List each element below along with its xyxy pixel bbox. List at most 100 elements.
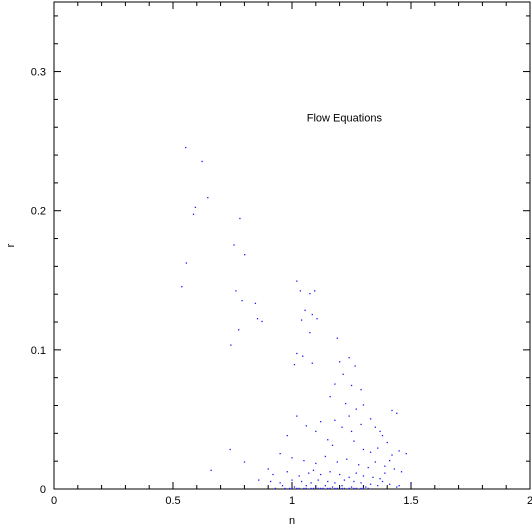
scatter-point <box>244 254 246 256</box>
scatter-point <box>272 473 274 476</box>
scatter-point <box>312 469 315 472</box>
scatter-point <box>310 482 312 484</box>
scatter-point <box>342 373 344 376</box>
scatter-point <box>354 365 356 367</box>
scatter-point <box>194 206 197 209</box>
x-tick-label: 1 <box>289 495 295 507</box>
scatter-point <box>185 262 188 264</box>
scatter-point <box>334 487 336 490</box>
scatter-point <box>372 476 374 478</box>
scatter-point <box>353 487 355 490</box>
scatter-point <box>284 487 286 490</box>
scatter-point <box>298 487 300 490</box>
scatter-point <box>303 487 305 490</box>
scatter-point <box>238 329 240 331</box>
x-tick-label: 2 <box>527 495 532 507</box>
scatter-point <box>384 472 386 474</box>
scatter-point <box>314 290 316 292</box>
scatter-point <box>358 464 360 466</box>
scatter-point <box>379 430 381 433</box>
scatter-point <box>304 309 306 311</box>
scatter-point <box>374 461 376 463</box>
y-tick-label: 0.1 <box>31 345 46 357</box>
scatter-point <box>400 471 403 473</box>
scatter-point <box>369 418 372 420</box>
scatter-point <box>256 318 259 320</box>
scatter-point <box>302 355 304 357</box>
scatter-point <box>388 459 391 462</box>
scatter-point <box>379 478 381 480</box>
scatter-point <box>229 448 231 451</box>
scatter-point <box>365 486 367 488</box>
scatter-point <box>367 466 369 469</box>
scatter-point <box>312 487 315 490</box>
scatter-point <box>317 487 319 490</box>
scatter-point <box>293 363 296 366</box>
scatter-point <box>327 487 329 490</box>
scatter-point <box>355 472 357 474</box>
scatter-point <box>210 469 212 472</box>
scatter-point <box>309 331 311 334</box>
scatter-point <box>341 487 343 490</box>
scatter-point <box>316 318 318 320</box>
scatter-point <box>360 423 362 426</box>
scatter-point <box>279 453 281 455</box>
scatter-point <box>362 404 365 406</box>
scatter-point <box>355 408 357 410</box>
scatter-point <box>303 459 305 462</box>
data-points <box>181 146 412 490</box>
scatter-point <box>254 302 257 305</box>
y-tick-label: 0.2 <box>31 206 46 218</box>
scatter-point <box>233 244 235 246</box>
scatter-point <box>362 448 365 451</box>
scatter-point <box>286 434 288 437</box>
scatter-point <box>327 480 329 483</box>
scatter-point <box>317 479 319 481</box>
scatter-point <box>239 217 241 220</box>
scatter-point <box>296 280 298 282</box>
axis-ticks: 0 0.5 1 1.5 2 0 0.1 0.2 0.3 <box>31 2 532 507</box>
scatter-point <box>350 430 353 433</box>
scatter-point <box>315 430 317 433</box>
scatter-point <box>258 479 260 481</box>
scatter-point <box>311 362 313 364</box>
scatter-point <box>241 299 243 302</box>
scatter-point <box>355 487 357 490</box>
scatter-point <box>305 425 307 427</box>
scatter-point <box>374 426 376 428</box>
scatter-point <box>381 480 384 483</box>
scatter-point <box>377 447 379 449</box>
scatter-point <box>291 487 293 490</box>
scatter-point <box>341 485 343 487</box>
scatter-point <box>369 483 372 485</box>
scatter-point <box>281 485 284 487</box>
scatter-point <box>308 472 310 474</box>
scatter-point <box>388 483 391 485</box>
scatter-point <box>235 290 237 292</box>
scatter-point <box>261 320 263 323</box>
scatter-point <box>324 485 327 487</box>
scatter-point <box>291 479 293 481</box>
scatter-point <box>181 286 183 288</box>
scatter-point <box>331 444 334 446</box>
scatter-point <box>293 486 296 488</box>
x-tick-label: 1.5 <box>403 495 418 507</box>
scatter-point <box>315 462 317 465</box>
scatter-point <box>346 458 348 460</box>
scatter-point <box>274 487 277 490</box>
scatter-point <box>350 486 353 488</box>
scatter-point <box>339 361 341 363</box>
y-tick-label: 0.3 <box>31 67 46 79</box>
scatter-point <box>348 487 350 490</box>
scatter-point <box>207 196 209 199</box>
scatter-point <box>279 482 281 484</box>
scatter-point <box>362 487 365 490</box>
scatter-point <box>367 487 369 490</box>
scatter-point <box>353 480 355 483</box>
scatter-point <box>341 426 343 428</box>
scatter-point <box>343 487 346 490</box>
scatter-point <box>296 487 298 490</box>
scatter-point <box>267 468 269 470</box>
y-tick-label: 0 <box>40 484 46 496</box>
